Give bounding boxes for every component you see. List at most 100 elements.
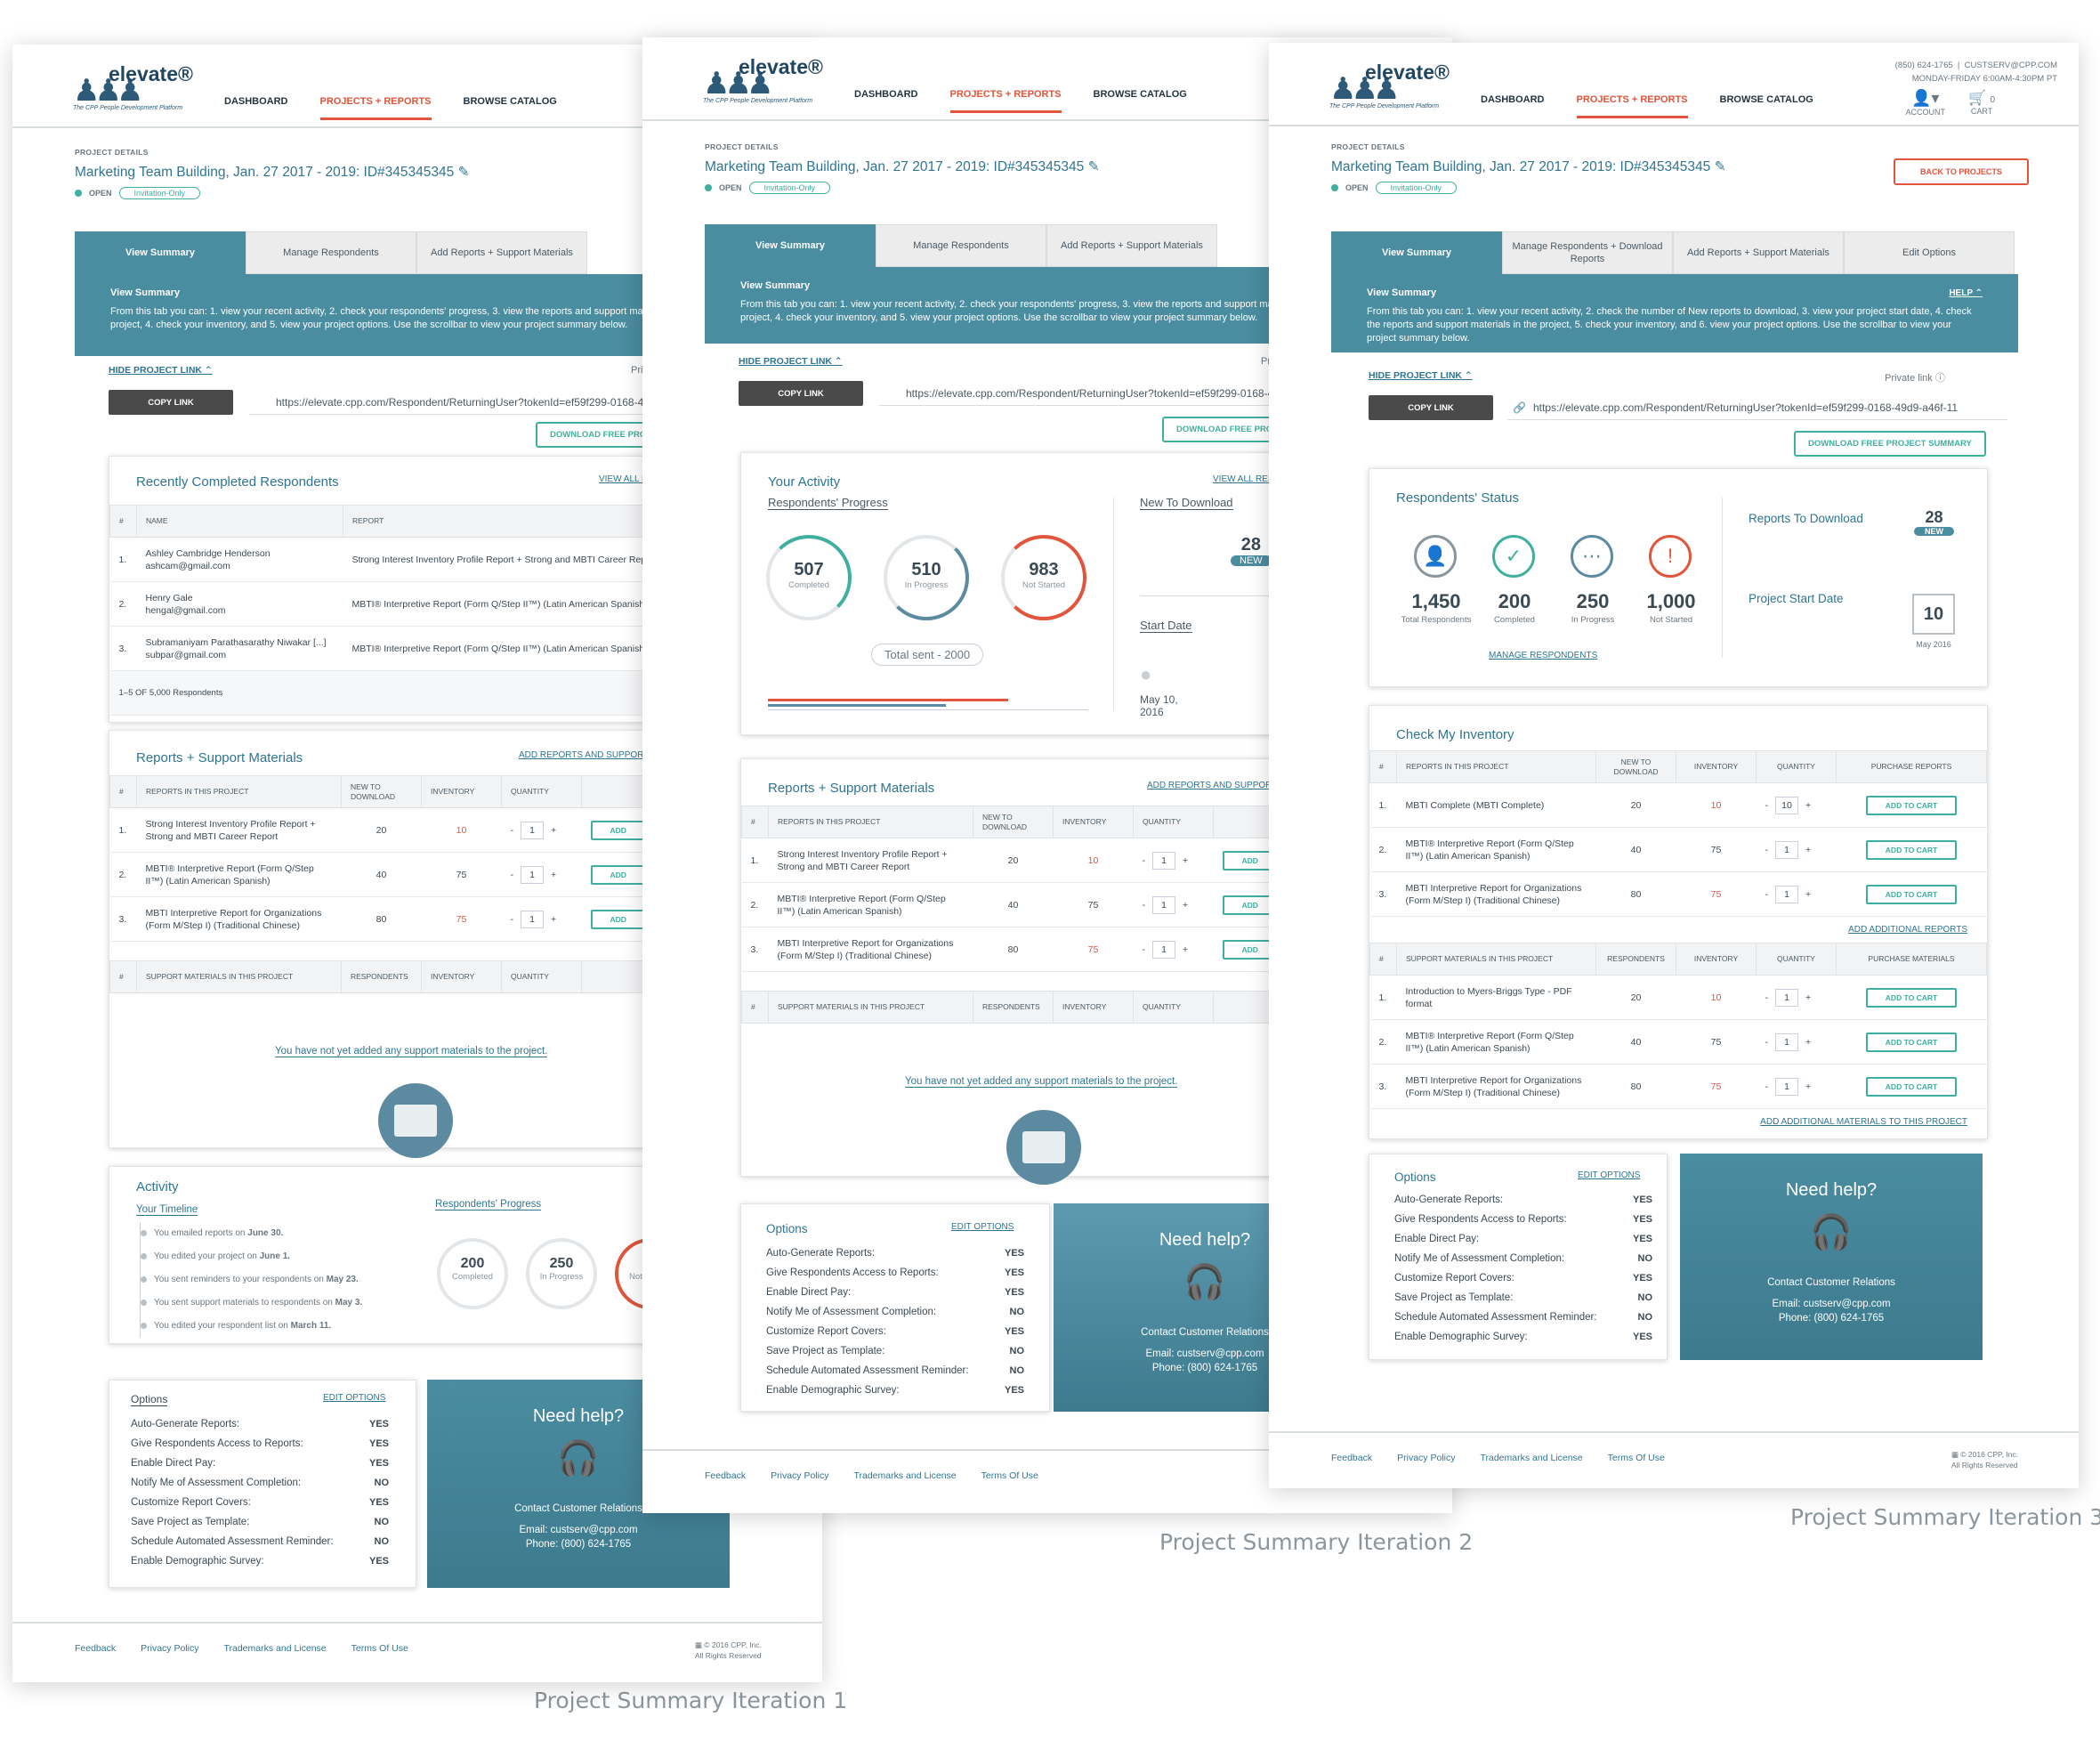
elevate-logo[interactable]: ♟♟♟ elevate® The CPP People Development Pl… [73,61,206,119]
project-url-field[interactable]: 🔗 https://elevate.cpp.com/Respondent/Retu… [1507,395,2007,420]
nav-dashboard[interactable]: DASHBOARD [224,96,288,107]
add-button[interactable]: ADD [1222,895,1278,915]
nav-dashboard[interactable]: DASHBOARD [1481,94,1545,105]
add-to-cart-button[interactable]: ADD TO CART [1865,795,1958,815]
tab-manage-respondents[interactable]: Manage Respondents [246,231,416,274]
quantity-stepper[interactable]: - 1 + [511,910,556,928]
quantity-stepper[interactable]: - 1 + [511,821,556,839]
add-to-cart-button[interactable]: ADD TO CART [1865,839,1958,860]
tab-view-summary[interactable]: View Summary [705,224,876,267]
respondents-progress-label: Respondents' Progress [768,496,888,510]
view-all-respondents-link[interactable]: VIEW ALL RESPONDENTS [1213,474,1323,484]
quantity-stepper[interactable]: - 1 + [511,865,556,884]
edit-icon[interactable]: ✎ [457,165,470,180]
tab-add-reports[interactable]: Add Reports + Support Materials [1046,224,1217,267]
add-additional-materials-link[interactable]: ADD ADDITIONAL MATERIALS TO THIS PROJECT [1760,1117,1967,1127]
add-to-cart-button[interactable]: ADD TO CART [1865,987,1958,1008]
user-icon: 👤▾ [1911,89,1940,107]
help-email[interactable]: Email: custserv@cpp.com [1772,1299,1891,1309]
copy-link-button[interactable]: COPY LINK [739,381,863,406]
edit-options-link[interactable]: EDIT OPTIONS [1578,1170,1641,1180]
manage-respondents-link[interactable]: MANAGE RESPONDENTS [1489,651,1598,660]
footer-feedback[interactable]: Feedback [1331,1453,1373,1463]
add-to-cart-button[interactable]: ADD TO CART [1865,1076,1958,1097]
footer-privacy[interactable]: Privacy Policy [771,1470,829,1481]
cart-button[interactable]: 🛒 0 CART [1968,91,1995,116]
quantity-stepper[interactable]: - 1 + [1765,840,1811,859]
add-to-cart-button[interactable]: ADD TO CART [1865,884,1958,904]
footer-terms[interactable]: Terms Of Use [1607,1453,1665,1463]
hide-project-link[interactable]: HIDE PROJECT LINK ⌃ [109,365,213,376]
tab-add-reports[interactable]: Add Reports + Support Materials [416,231,587,274]
nav-dashboard[interactable]: DASHBOARD [854,89,918,100]
add-additional-reports-link[interactable]: ADD ADDITIONAL REPORTS [1848,925,1967,935]
hide-project-link[interactable]: HIDE PROJECT LINK ⌃ [1369,370,1473,381]
add-reports-link[interactable]: ADD REPORTS AND SUPPORT MATERIALS [1147,781,1329,790]
table-row: 2. MBTI® Interpretive Report (Form Q/Step… [1369,827,1987,872]
back-to-projects-button[interactable]: BACK TO PROJECTS [1894,158,2029,185]
caption-iteration-1: Project Summary Iteration 1 [534,1688,848,1713]
footer-trademarks[interactable]: Trademarks and License [1480,1453,1583,1463]
edit-icon[interactable]: ✎ [1714,159,1726,174]
footer-privacy[interactable]: Privacy Policy [141,1643,199,1654]
help-email[interactable]: Email: custserv@cpp.com [519,1525,638,1535]
nav-projects-reports[interactable]: PROJECTS + REPORTS [1576,94,1688,118]
add-reports-link[interactable]: ADD REPORTS AND SUPPORT MATERIALS [519,750,701,760]
tab-manage-respondents[interactable]: Manage Respondents + Download Reports [1502,231,1673,274]
nav-projects-reports[interactable]: PROJECTS + REPORTS [319,96,432,120]
copy-link-button[interactable]: COPY LINK [1369,395,1493,420]
tab-view-summary[interactable]: View Summary [75,231,246,274]
elevate-logo[interactable]: ♟♟♟ elevate® The CPP People Development Pl… [703,53,836,112]
quantity-stepper[interactable]: - 10 + [1765,796,1811,814]
tab-edit-options[interactable]: Edit Options [1844,231,2015,274]
footer-feedback[interactable]: Feedback [75,1643,117,1654]
nav-browse-catalog[interactable]: BROWSE CATALOG [1719,94,1813,105]
quantity-stepper[interactable]: - 1 + [1143,940,1188,959]
quantity-stepper[interactable]: - 1 + [1765,1077,1811,1096]
user-circle-icon: 👤 [1414,535,1457,578]
add-button[interactable]: ADD [1222,939,1278,960]
help-link[interactable]: HELP ⌃ [1949,288,1983,298]
edit-icon[interactable]: ✎ [1087,159,1100,174]
elevate-logo[interactable]: ♟♟♟ elevate® The CPP People Development Pl… [1329,59,1463,117]
quantity-stepper[interactable]: - 1 + [1143,895,1188,914]
footer-privacy[interactable]: Privacy Policy [1397,1453,1456,1463]
top-bar: ♟♟♟ elevate® The CPP People Development Pl… [1269,43,2079,126]
edit-options-link[interactable]: EDIT OPTIONS [323,1393,386,1403]
nav-browse-catalog[interactable]: BROWSE CATALOG [1093,89,1187,100]
footer-terms[interactable]: Terms Of Use [351,1643,408,1654]
tab-add-reports[interactable]: Add Reports + Support Materials [1673,231,1844,274]
add-button[interactable]: ADD [1222,850,1278,870]
footer-trademarks[interactable]: Trademarks and License [853,1470,957,1481]
table-row[interactable]: 3. Subramaniyam Parathasarathy Niwakar [.… [109,626,784,671]
project-url-field[interactable]: https://elevate.cpp.com/Respondent/Retur… [879,381,1377,406]
check-circle-icon: ✓ [1492,535,1535,578]
nav-projects-reports[interactable]: PROJECTS + REPORTS [949,89,1062,113]
footer-feedback[interactable]: Feedback [705,1470,747,1481]
add-button[interactable]: ADD [590,820,646,840]
footer-terms[interactable]: Terms Of Use [981,1470,1038,1481]
info-icon[interactable]: ⓘ [1934,373,1945,384]
copy-link-button[interactable]: COPY LINK [109,390,233,415]
ellipsis-circle-icon: ⋯ [1571,535,1613,578]
logo-subtitle: The CPP People Development Platform [1329,103,1440,109]
edit-options-link[interactable]: EDIT OPTIONS [951,1222,1014,1232]
account-menu[interactable]: 👤▾ ACCOUNT [1905,89,1946,117]
download-summary-button[interactable]: DOWNLOAD FREE PROJECT SUMMARY [1794,431,1986,457]
table-row[interactable]: 1. Ashley Cambridge Henderson ashcam@gmail… [109,537,784,582]
hide-project-link[interactable]: HIDE PROJECT LINK ⌃ [739,356,843,367]
nav-browse-catalog[interactable]: BROWSE CATALOG [463,96,557,107]
footer-trademarks[interactable]: Trademarks and License [223,1643,327,1654]
quantity-stepper[interactable]: - 1 + [1765,1032,1811,1051]
quantity-stepper[interactable]: - 1 + [1765,988,1811,1007]
add-button[interactable]: ADD [590,909,646,929]
quantity-stepper[interactable]: - 1 + [1765,885,1811,903]
project-url-field[interactable]: https://elevate.cpp.com/Respondent/Retur… [249,390,747,415]
tab-view-summary[interactable]: View Summary [1331,231,1502,274]
tab-manage-respondents[interactable]: Manage Respondents [876,224,1046,267]
help-email[interactable]: Email: custserv@cpp.com [1145,1348,1264,1359]
header-email[interactable]: CUSTSERV@CPP.COM [1964,61,2057,70]
add-to-cart-button[interactable]: ADD TO CART [1865,1032,1958,1052]
quantity-stepper[interactable]: - 1 + [1143,851,1188,870]
add-button[interactable]: ADD [590,864,646,885]
